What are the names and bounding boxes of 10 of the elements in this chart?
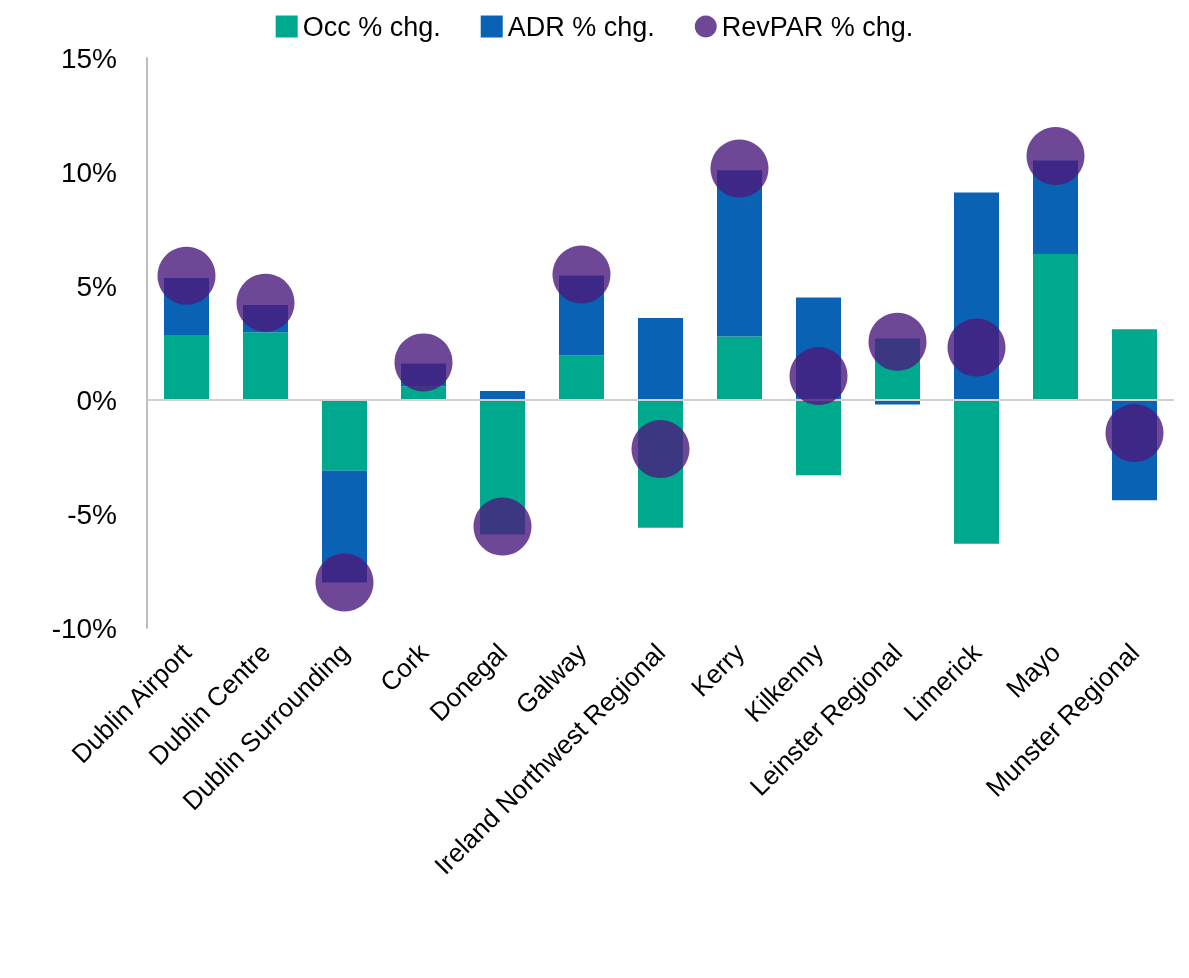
legend-label: RevPAR % chg. <box>721 11 914 42</box>
legend-label: ADR % chg. <box>507 11 655 42</box>
y-tick-label: -5% <box>67 498 117 530</box>
y-tick-label: 15% <box>60 42 117 74</box>
y-tick-label: 0% <box>76 384 117 416</box>
legend-label: Occ % chg. <box>302 11 441 42</box>
y-tick-label: 5% <box>76 270 117 302</box>
x-tick-label: Cork <box>374 636 435 698</box>
y-tick-label: 10% <box>60 156 117 188</box>
y-tick-label: -10% <box>51 612 117 644</box>
